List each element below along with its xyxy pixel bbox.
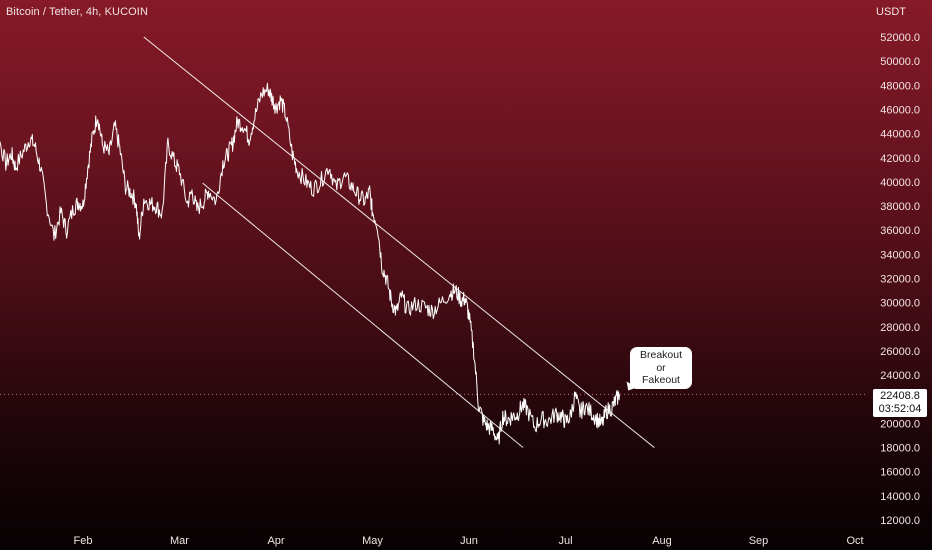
y-tick-label: 38000.0 [880, 201, 920, 213]
y-tick-label: 28000.0 [880, 322, 920, 334]
price-line [0, 82, 620, 445]
currency-label: USDT [876, 6, 906, 18]
annotation-line-3: Fakeout [642, 374, 680, 387]
y-tick-label: 44000.0 [880, 129, 920, 141]
y-tick-label: 40000.0 [880, 177, 920, 189]
y-tick-label: 34000.0 [880, 249, 920, 261]
y-tick-label: 36000.0 [880, 225, 920, 237]
price-series [0, 82, 620, 445]
y-tick-label: 24000.0 [880, 370, 920, 382]
y-tick-label: 50000.0 [880, 56, 920, 68]
y-tick-label: 46000.0 [880, 104, 920, 116]
y-tick-label: 14000.0 [880, 491, 920, 503]
y-tick-label: 12000.0 [880, 515, 920, 527]
x-tick-label: Sep [749, 535, 769, 547]
annotation-line-2: or [656, 361, 666, 374]
channel-upper-line [143, 36, 655, 448]
x-tick-label: Jul [558, 535, 572, 547]
x-tick-label: May [362, 535, 383, 547]
x-tick-label: Mar [170, 535, 189, 547]
y-tick-label: 42000.0 [880, 153, 920, 165]
x-tick-label: Jun [460, 535, 478, 547]
channel-lower-line [202, 182, 524, 448]
x-tick-label: Oct [846, 535, 863, 547]
last-price-value: 22408.8 [880, 390, 920, 402]
y-tick-label: 16000.0 [880, 467, 920, 479]
y-tick-label: 48000.0 [880, 80, 920, 92]
annotation-line-1: Breakout [639, 349, 683, 362]
y-tick-label: 30000.0 [880, 298, 920, 310]
breakout-annotation[interactable]: Breakout or Fakeout [630, 347, 692, 389]
x-tick-label: Apr [267, 535, 284, 547]
y-tick-label: 26000.0 [880, 346, 920, 358]
y-tick-label: 52000.0 [880, 32, 920, 44]
symbol-title: Bitcoin / Tether, 4h, KUCOIN [6, 6, 148, 18]
x-tick-label: Aug [652, 535, 672, 547]
y-tick-label: 32000.0 [880, 274, 920, 286]
trend-channel [143, 36, 655, 448]
last-price-tag: 22408.8 03:52:04 [873, 389, 927, 417]
y-tick-label: 18000.0 [880, 443, 920, 455]
x-tick-label: Feb [74, 535, 93, 547]
axes: Feb Mar Apr May Jun Jul Aug Sep Oct 52000.0 50000.… [74, 32, 920, 547]
y-tick-label: 20000.0 [880, 418, 920, 430]
bar-countdown: 03:52:04 [878, 403, 922, 415]
